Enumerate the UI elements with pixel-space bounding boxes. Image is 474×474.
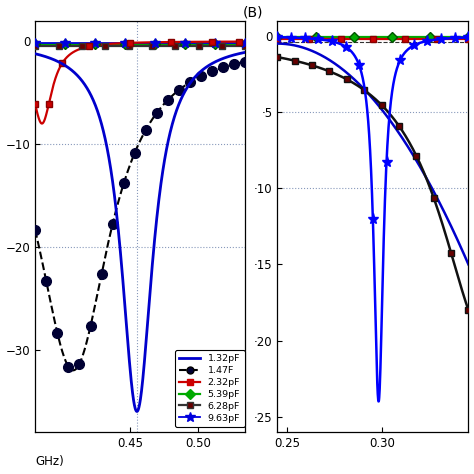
Text: (B): (B) bbox=[243, 6, 264, 19]
X-axis label: GHz): GHz) bbox=[35, 456, 64, 468]
Legend: 1.32pF, 1.47F, 2.32pF, 5.39pF, 6.28pF, 9.63pF: 1.32pF, 1.47F, 2.32pF, 5.39pF, 6.28pF, 9… bbox=[174, 350, 245, 427]
